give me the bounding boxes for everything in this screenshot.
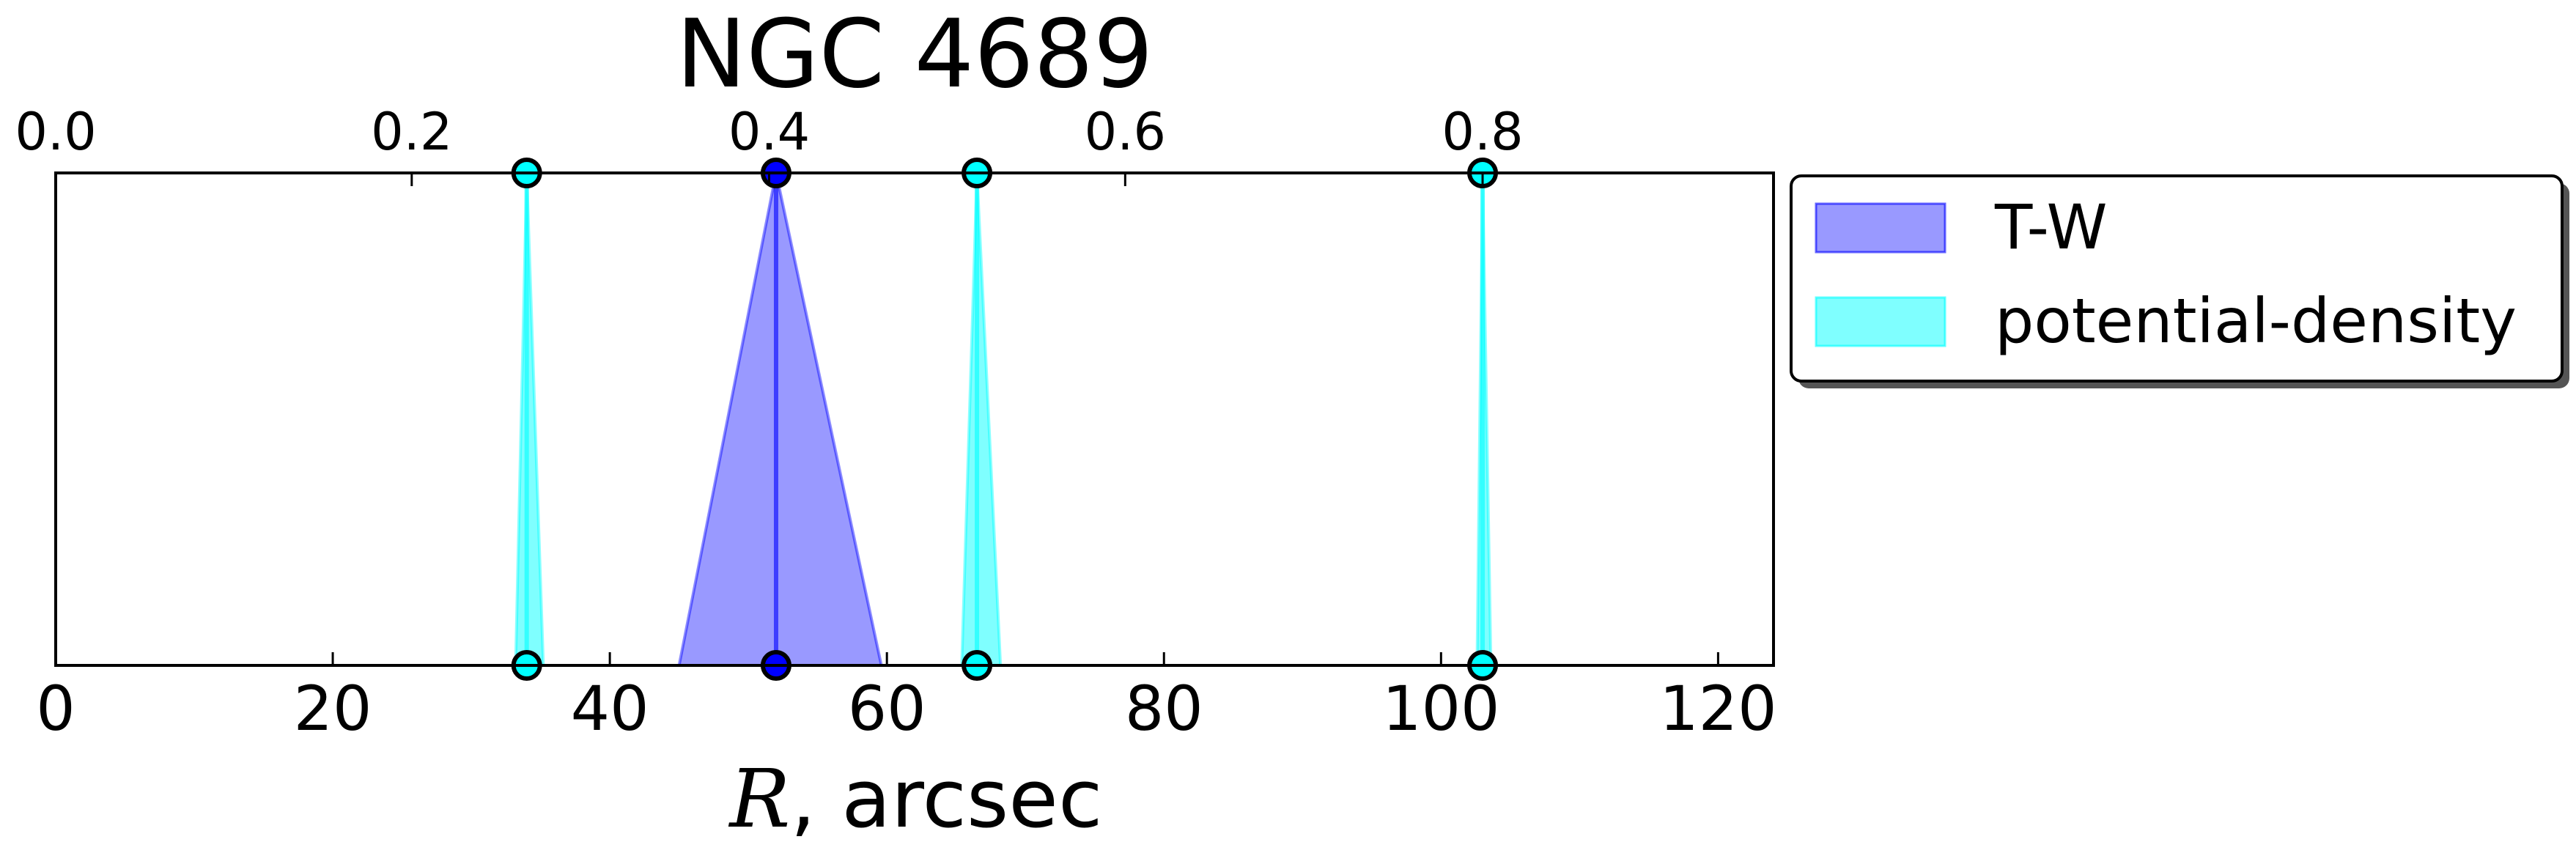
x-tick-label-120: 120 [1659, 673, 1776, 745]
legend-swatch-potential-density [1815, 296, 1946, 347]
x-tick-label-40: 40 [571, 673, 649, 745]
top-tick-label-3: 0.6 [1085, 102, 1166, 162]
legend-swatch-tw [1815, 202, 1946, 254]
t-w-range-0 [677, 172, 884, 667]
top-tick-label-2: 0.4 [728, 102, 810, 162]
legend-label-potential-density: potential-density [1995, 285, 2517, 357]
bottom-axis: 0 20 40 60 80 100 120 [36, 673, 1776, 745]
plot-area [54, 158, 1775, 681]
top-tick-label-1: 0.2 [371, 102, 452, 162]
series-layer [511, 158, 1499, 681]
legend-label-tw: T-W [1994, 191, 2108, 263]
tick-marks [54, 173, 1719, 665]
top-tick-label-0: 0.0 [15, 102, 96, 162]
x-axis-label-math: R [728, 752, 791, 846]
legend-box [1790, 174, 2564, 383]
x-tick-label-60: 60 [848, 673, 926, 745]
chart-title: NGC 4689 [676, 0, 1154, 109]
top-axis: 0.0 0.2 0.4 0.6 0.8 [15, 102, 1523, 162]
potential-density-range-1 [960, 172, 1003, 667]
x-tick-label-0: 0 [36, 673, 75, 745]
top-tick-label-4: 0.8 [1442, 102, 1523, 162]
potential-density-range-0 [514, 172, 545, 667]
axes-frame [54, 171, 1775, 667]
x-tick-label-20: 20 [294, 673, 372, 745]
x-axis-label: R, arcsec [728, 752, 1103, 846]
legend: T-W potential-density [1790, 174, 2569, 388]
x-axis-label-unit: , arcsec [790, 752, 1102, 846]
x-tick-label-100: 100 [1382, 673, 1499, 745]
x-tick-label-80: 80 [1125, 673, 1203, 745]
